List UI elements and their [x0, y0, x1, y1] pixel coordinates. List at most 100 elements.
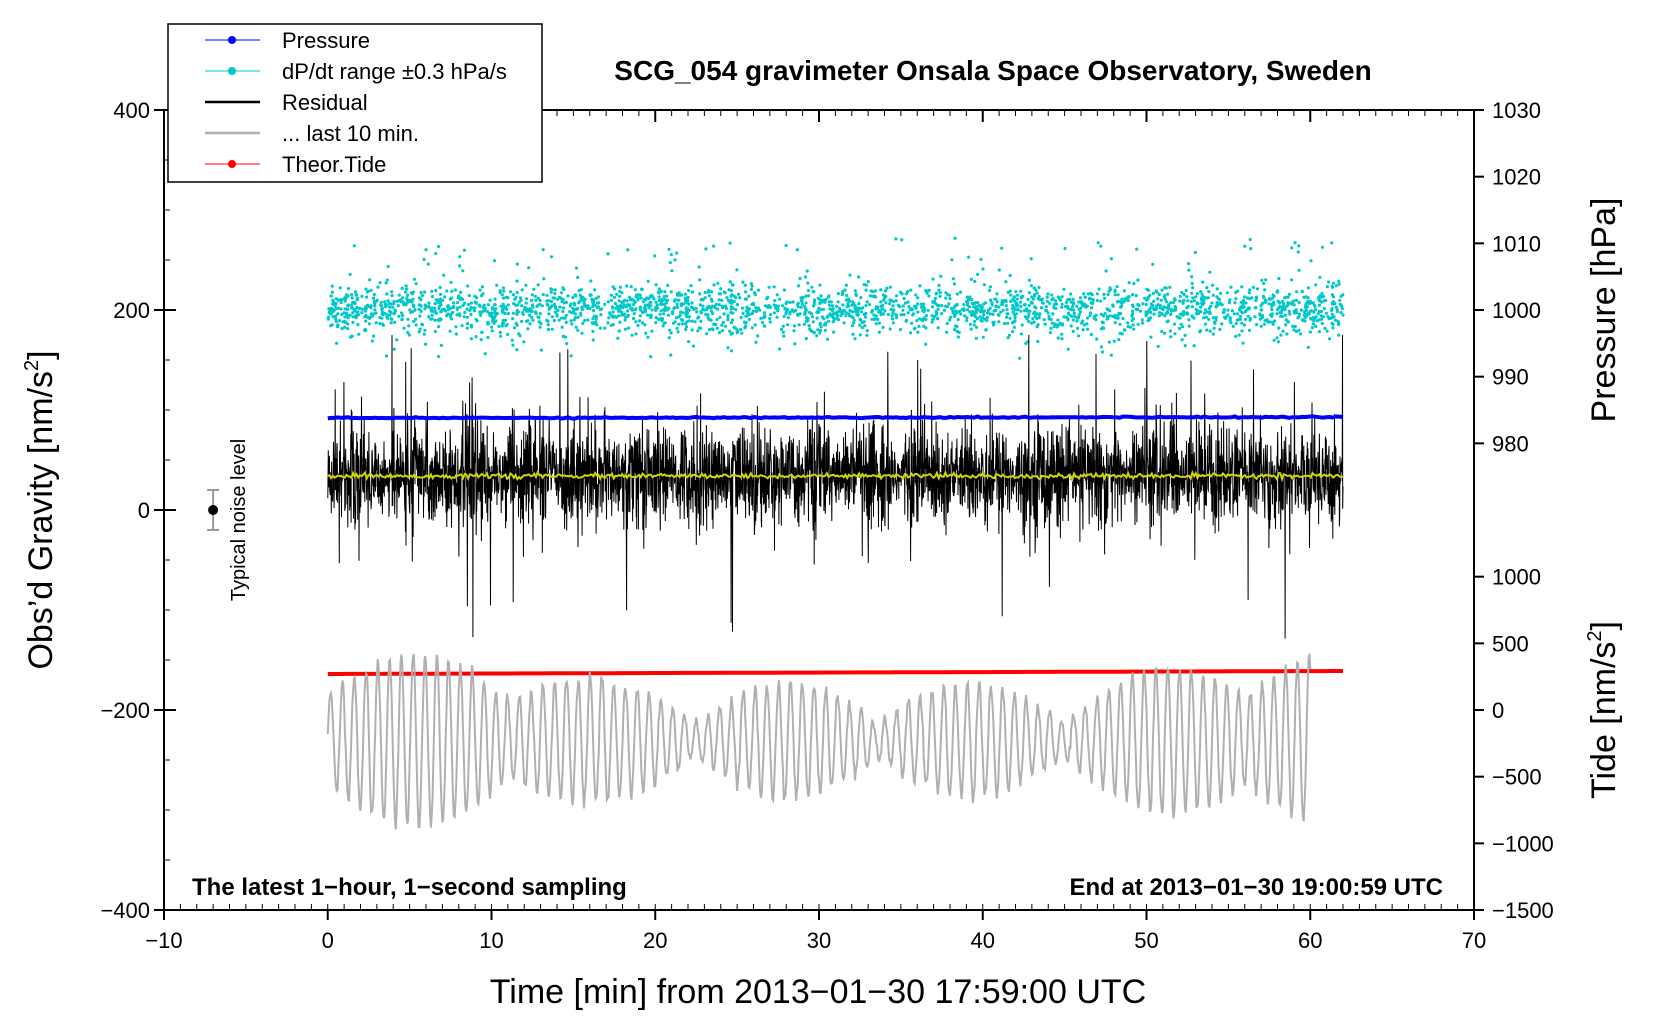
dpdt-point: [402, 326, 406, 330]
dpdt-point: [493, 297, 497, 301]
dpdt-point: [1045, 299, 1049, 303]
dpdt-point: [1167, 303, 1171, 307]
dpdt-point: [1237, 333, 1241, 337]
dpdt-point: [491, 307, 495, 311]
dpdt-point: [862, 283, 866, 287]
dpdt-point: [1011, 330, 1015, 334]
dpdt-point: [815, 334, 819, 338]
dpdt-point: [799, 296, 803, 300]
dpdt-point: [981, 267, 985, 271]
dpdt-point: [841, 303, 845, 307]
dpdt-point: [546, 323, 550, 327]
dpdt-point: [407, 299, 411, 304]
dpdt-point: [910, 321, 914, 325]
dpdt-point: [483, 352, 487, 356]
dpdt-point: [336, 312, 340, 316]
dpdt-point: [389, 310, 393, 315]
dpdt-point: [669, 253, 674, 257]
dpdt-point: [1080, 301, 1084, 305]
dpdt-point: [344, 311, 348, 315]
dpdt-point: [1173, 332, 1177, 336]
dpdt-point: [931, 277, 935, 281]
dpdt-point: [465, 326, 469, 330]
dpdt-point: [1283, 308, 1287, 312]
dpdt-point: [560, 316, 564, 320]
dpdt-point: [873, 289, 878, 293]
dpdt-point: [1331, 281, 1336, 285]
dpdt-point: [1070, 305, 1074, 309]
dpdt-point: [1249, 247, 1253, 251]
dpdt-point: [847, 299, 852, 303]
dpdt-point: [687, 302, 691, 306]
dpdt-point: [979, 257, 983, 261]
dpdt-point: [420, 293, 424, 298]
dpdt-point: [1319, 314, 1323, 318]
dpdt-point: [1294, 308, 1298, 312]
dpdt-point: [741, 280, 745, 284]
dpdt-point: [383, 300, 387, 304]
dpdt-point: [736, 292, 741, 296]
dpdt-point: [1207, 317, 1211, 321]
dpdt-point: [1254, 306, 1258, 310]
residual-line: [327, 334, 1344, 639]
dpdt-point: [724, 306, 729, 311]
dpdt-point: [1248, 316, 1252, 321]
dpdt-point: [546, 327, 551, 332]
dpdt-point: [1136, 303, 1140, 307]
dpdt-point: [906, 300, 910, 304]
dpdt-point: [1069, 300, 1073, 304]
dpdt-point: [563, 335, 568, 339]
dpdt-point: [969, 327, 973, 331]
dpdt-point: [1167, 307, 1171, 311]
dpdt-point: [340, 327, 344, 331]
dpdt-point: [1029, 284, 1033, 288]
legend-swatch-dot: [228, 67, 236, 75]
dpdt-point: [346, 313, 350, 317]
dpdt-point: [579, 313, 583, 317]
dpdt-point: [1108, 314, 1112, 318]
dpdt-point: [1310, 301, 1314, 305]
dpdt-point: [1154, 307, 1158, 311]
dpdt-point: [669, 353, 673, 357]
dpdt-point: [1089, 301, 1093, 305]
dpdt-point: [650, 308, 654, 312]
dpdt-point: [896, 303, 900, 307]
dpdt-point: [586, 304, 590, 308]
dpdt-point: [791, 300, 795, 304]
dpdt-point: [720, 298, 724, 302]
dpdt-point: [1182, 292, 1186, 297]
dpdt-point: [972, 323, 976, 327]
dpdt-point: [899, 313, 903, 317]
dpdt-point: [1050, 298, 1054, 302]
dpdt-point: [418, 327, 422, 331]
dpdt-point: [803, 304, 807, 308]
dpdt-point: [588, 307, 592, 311]
dpdt-point: [598, 326, 603, 330]
dpdt-point: [1267, 297, 1271, 301]
dpdt-point: [1277, 276, 1281, 281]
dpdt-point: [715, 317, 719, 322]
dpdt-point: [1064, 315, 1068, 319]
dpdt-point: [1207, 306, 1211, 311]
dpdt-point: [650, 293, 654, 298]
dpdt-point: [804, 301, 808, 305]
dpdt-point: [350, 306, 354, 310]
dpdt-point: [389, 302, 393, 306]
dpdt-point: [911, 313, 915, 317]
dpdt-point: [1242, 323, 1247, 327]
dpdt-point: [930, 320, 934, 324]
dpdt-point: [962, 303, 966, 307]
dpdt-point: [606, 300, 610, 304]
dpdt-point: [374, 321, 378, 325]
dpdt-point: [607, 316, 611, 320]
dpdt-point: [452, 301, 456, 305]
dpdt-point: [778, 297, 782, 301]
dpdt-point: [1248, 237, 1252, 242]
dpdt-point: [1036, 339, 1040, 344]
dpdt-point: [576, 328, 580, 332]
dpdt-point: [1300, 318, 1304, 322]
dpdt-point: [439, 303, 443, 307]
dpdt-point: [538, 325, 542, 329]
dpdt-point: [936, 307, 940, 311]
dpdt-point: [400, 317, 404, 321]
